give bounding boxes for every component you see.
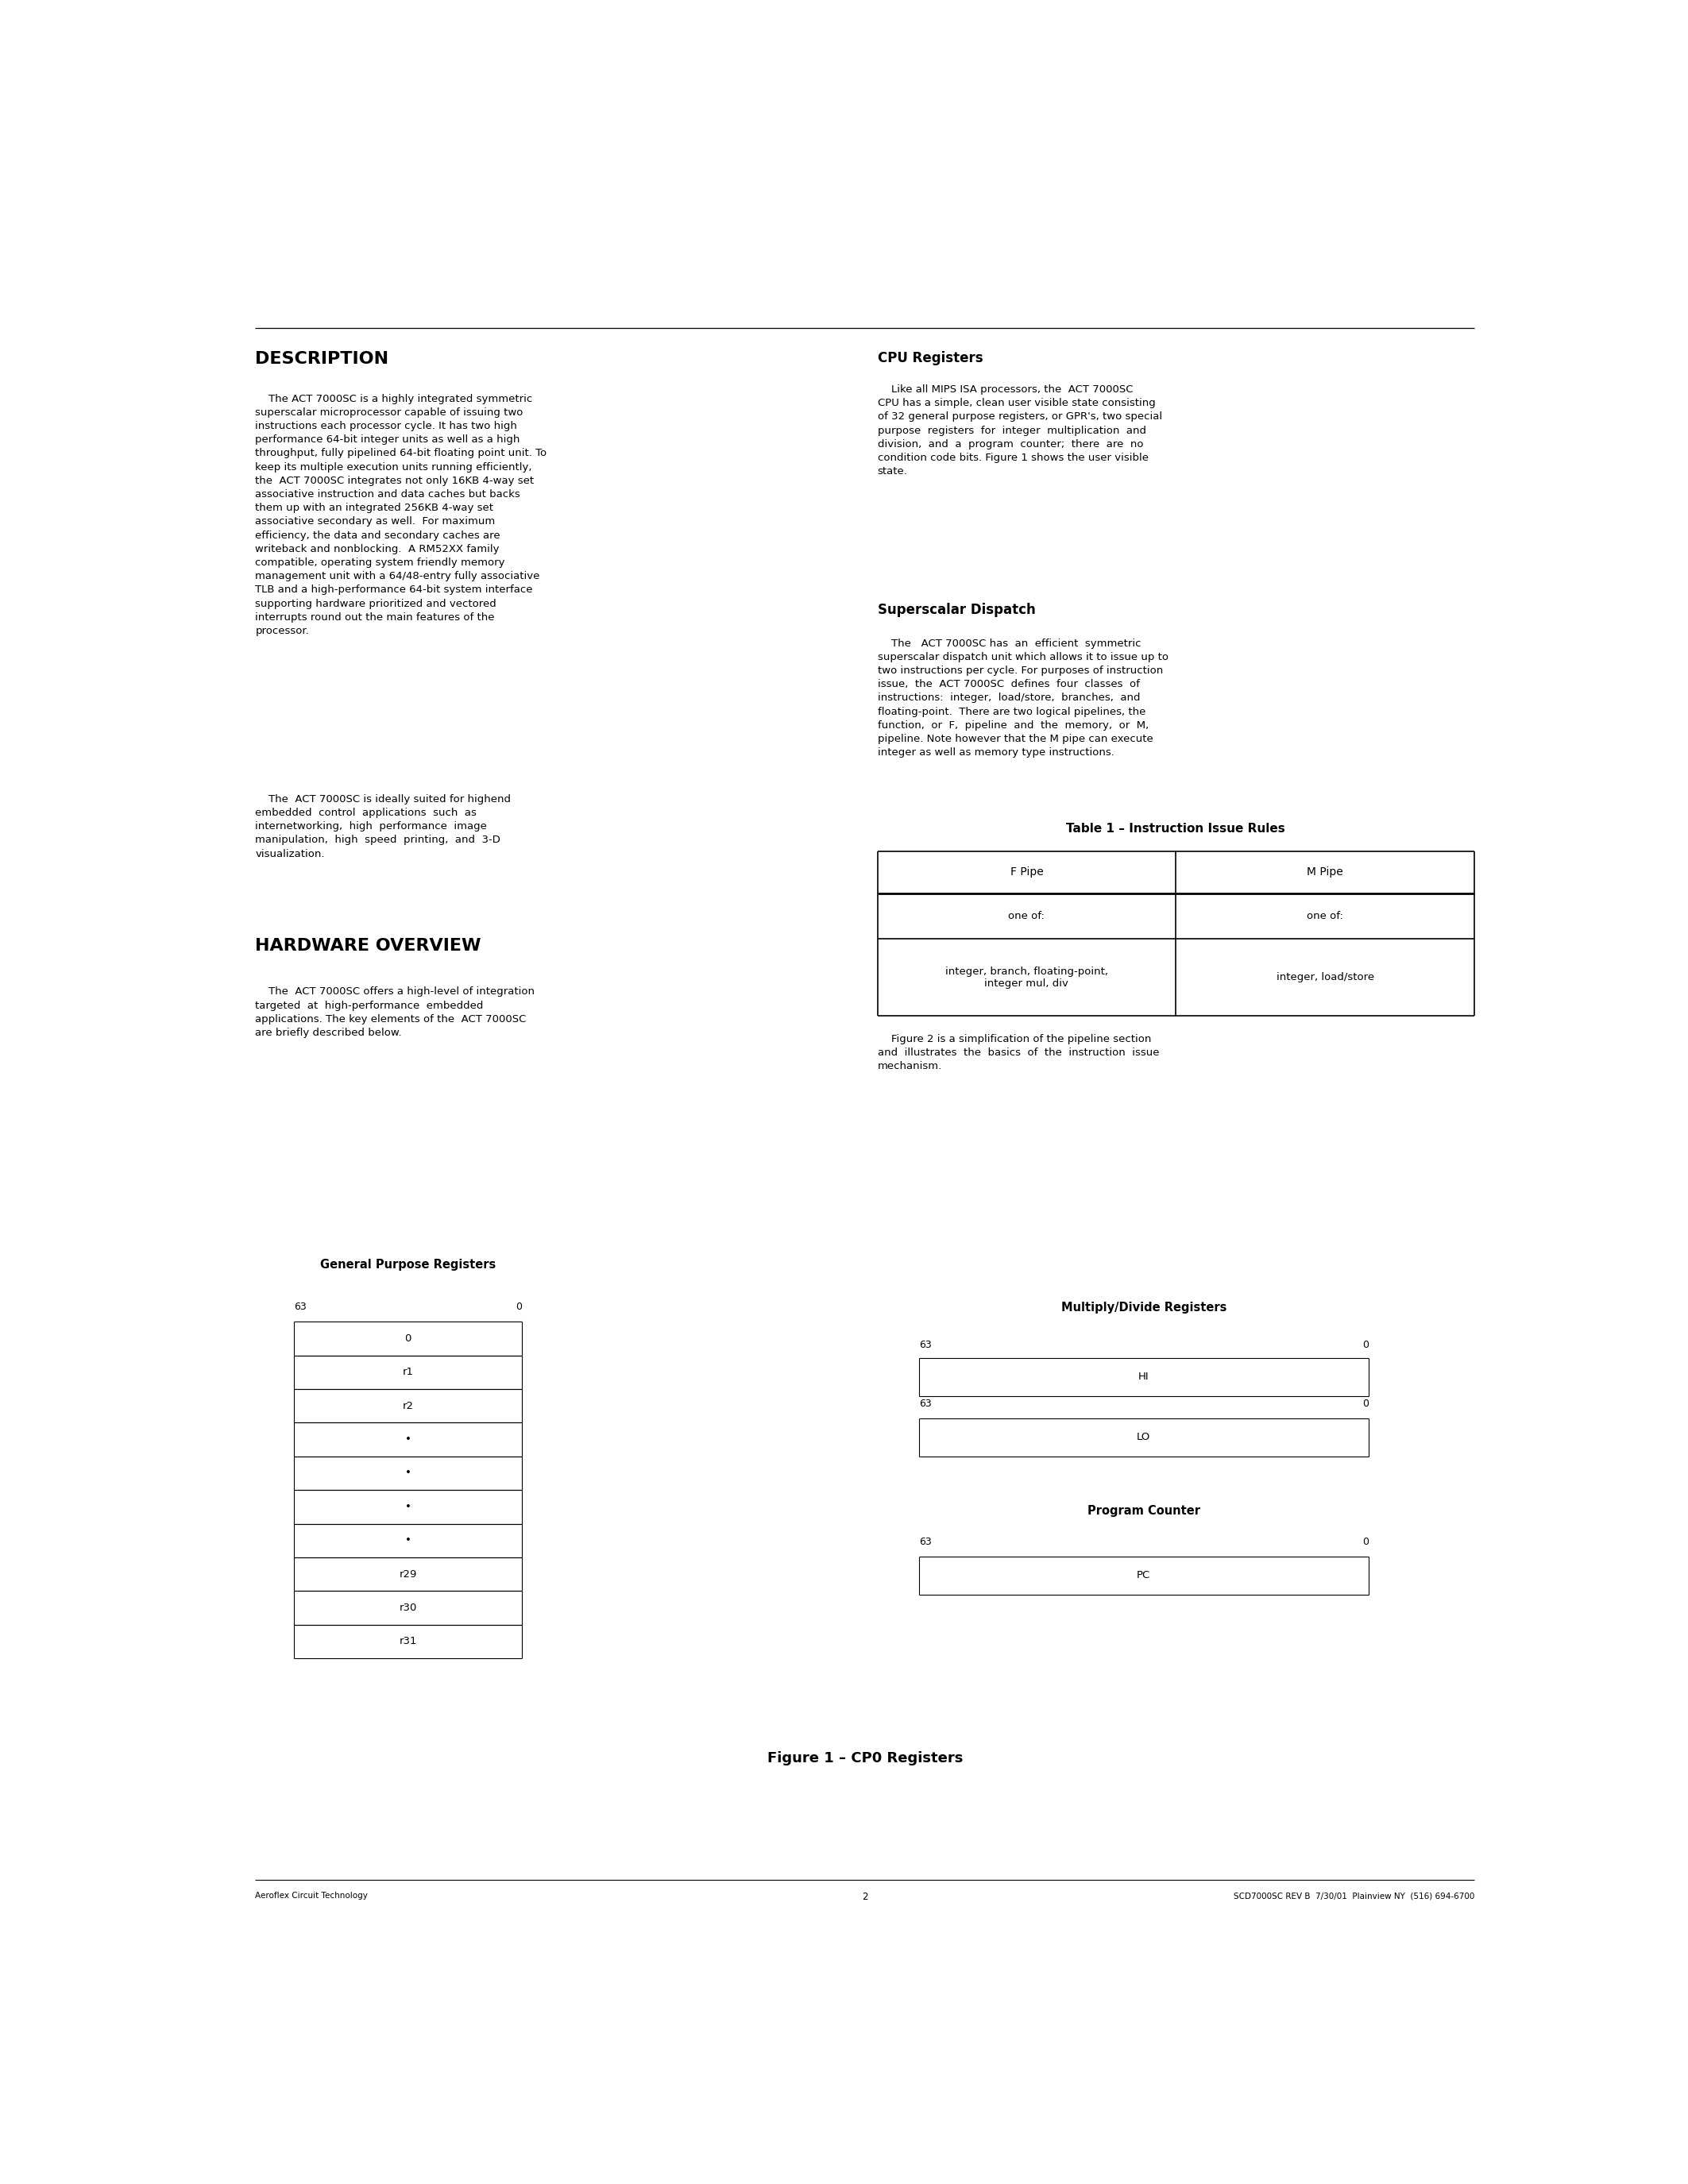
Text: one of:: one of: — [1008, 911, 1045, 922]
Text: 0: 0 — [1362, 1538, 1369, 1548]
Text: one of:: one of: — [1307, 911, 1344, 922]
Text: 0: 0 — [405, 1334, 412, 1343]
Text: The  ACT 7000SC offers a high-level of integration
targeted  at  high-performanc: The ACT 7000SC offers a high-level of in… — [255, 987, 535, 1037]
Text: Superscalar Dispatch: Superscalar Dispatch — [878, 603, 1035, 618]
Text: DESCRIPTION: DESCRIPTION — [255, 352, 388, 367]
Text: 2: 2 — [863, 1891, 868, 1902]
Text: 63: 63 — [918, 1538, 932, 1548]
Text: r30: r30 — [398, 1603, 417, 1614]
Text: LO: LO — [1136, 1433, 1151, 1444]
Text: HI: HI — [1138, 1372, 1150, 1382]
Text: 0: 0 — [515, 1302, 522, 1313]
Text: 0: 0 — [1362, 1339, 1369, 1350]
Text: 63: 63 — [918, 1339, 932, 1350]
Text: PC: PC — [1136, 1570, 1151, 1581]
Text: •: • — [405, 1535, 412, 1546]
Text: Figure 2 is a simplification of the pipeline section
and  illustrates  the  basi: Figure 2 is a simplification of the pipe… — [878, 1033, 1160, 1072]
Text: r29: r29 — [398, 1568, 417, 1579]
Text: 0: 0 — [1362, 1400, 1369, 1409]
Text: CPU Registers: CPU Registers — [878, 352, 982, 365]
Text: •: • — [405, 1503, 412, 1511]
Text: •: • — [405, 1468, 412, 1479]
Text: Program Counter: Program Counter — [1087, 1505, 1200, 1518]
Text: SCD7000SC REV B  7/30/01  Plainview NY  (516) 694-6700: SCD7000SC REV B 7/30/01 Plainview NY (51… — [1234, 1891, 1474, 1900]
Text: integer, branch, floating-point,
integer mul, div: integer, branch, floating-point, integer… — [945, 965, 1107, 989]
Text: Aeroflex Circuit Technology: Aeroflex Circuit Technology — [255, 1891, 368, 1900]
Text: The  ACT 7000SC is ideally suited for highend
embedded  control  applications  s: The ACT 7000SC is ideally suited for hig… — [255, 795, 511, 858]
Text: 63: 63 — [294, 1302, 307, 1313]
Text: Multiply/Divide Registers: Multiply/Divide Registers — [1062, 1302, 1227, 1313]
Text: •: • — [405, 1435, 412, 1446]
Text: The ACT 7000SC is a highly integrated symmetric
superscalar microprocessor capab: The ACT 7000SC is a highly integrated sy… — [255, 393, 547, 636]
Text: HARDWARE OVERVIEW: HARDWARE OVERVIEW — [255, 937, 481, 954]
Text: r2: r2 — [402, 1400, 414, 1411]
Text: integer, load/store: integer, load/store — [1276, 972, 1374, 983]
Text: Table 1 – Instruction Issue Rules: Table 1 – Instruction Issue Rules — [1067, 823, 1285, 834]
Text: Like all MIPS ISA processors, the  ACT 7000SC
CPU has a simple, clean user visib: Like all MIPS ISA processors, the ACT 70… — [878, 384, 1161, 476]
Text: Figure 1 – CP0 Registers: Figure 1 – CP0 Registers — [768, 1752, 962, 1765]
Text: r1: r1 — [402, 1367, 414, 1378]
Text: F Pipe: F Pipe — [1009, 867, 1043, 878]
Text: 63: 63 — [918, 1400, 932, 1409]
Text: M Pipe: M Pipe — [1307, 867, 1344, 878]
Text: General Purpose Registers: General Purpose Registers — [321, 1258, 496, 1271]
Text: r31: r31 — [398, 1636, 417, 1647]
Text: The   ACT 7000SC has  an  efficient  symmetric
superscalar dispatch unit which a: The ACT 7000SC has an efficient symmetri… — [878, 638, 1168, 758]
